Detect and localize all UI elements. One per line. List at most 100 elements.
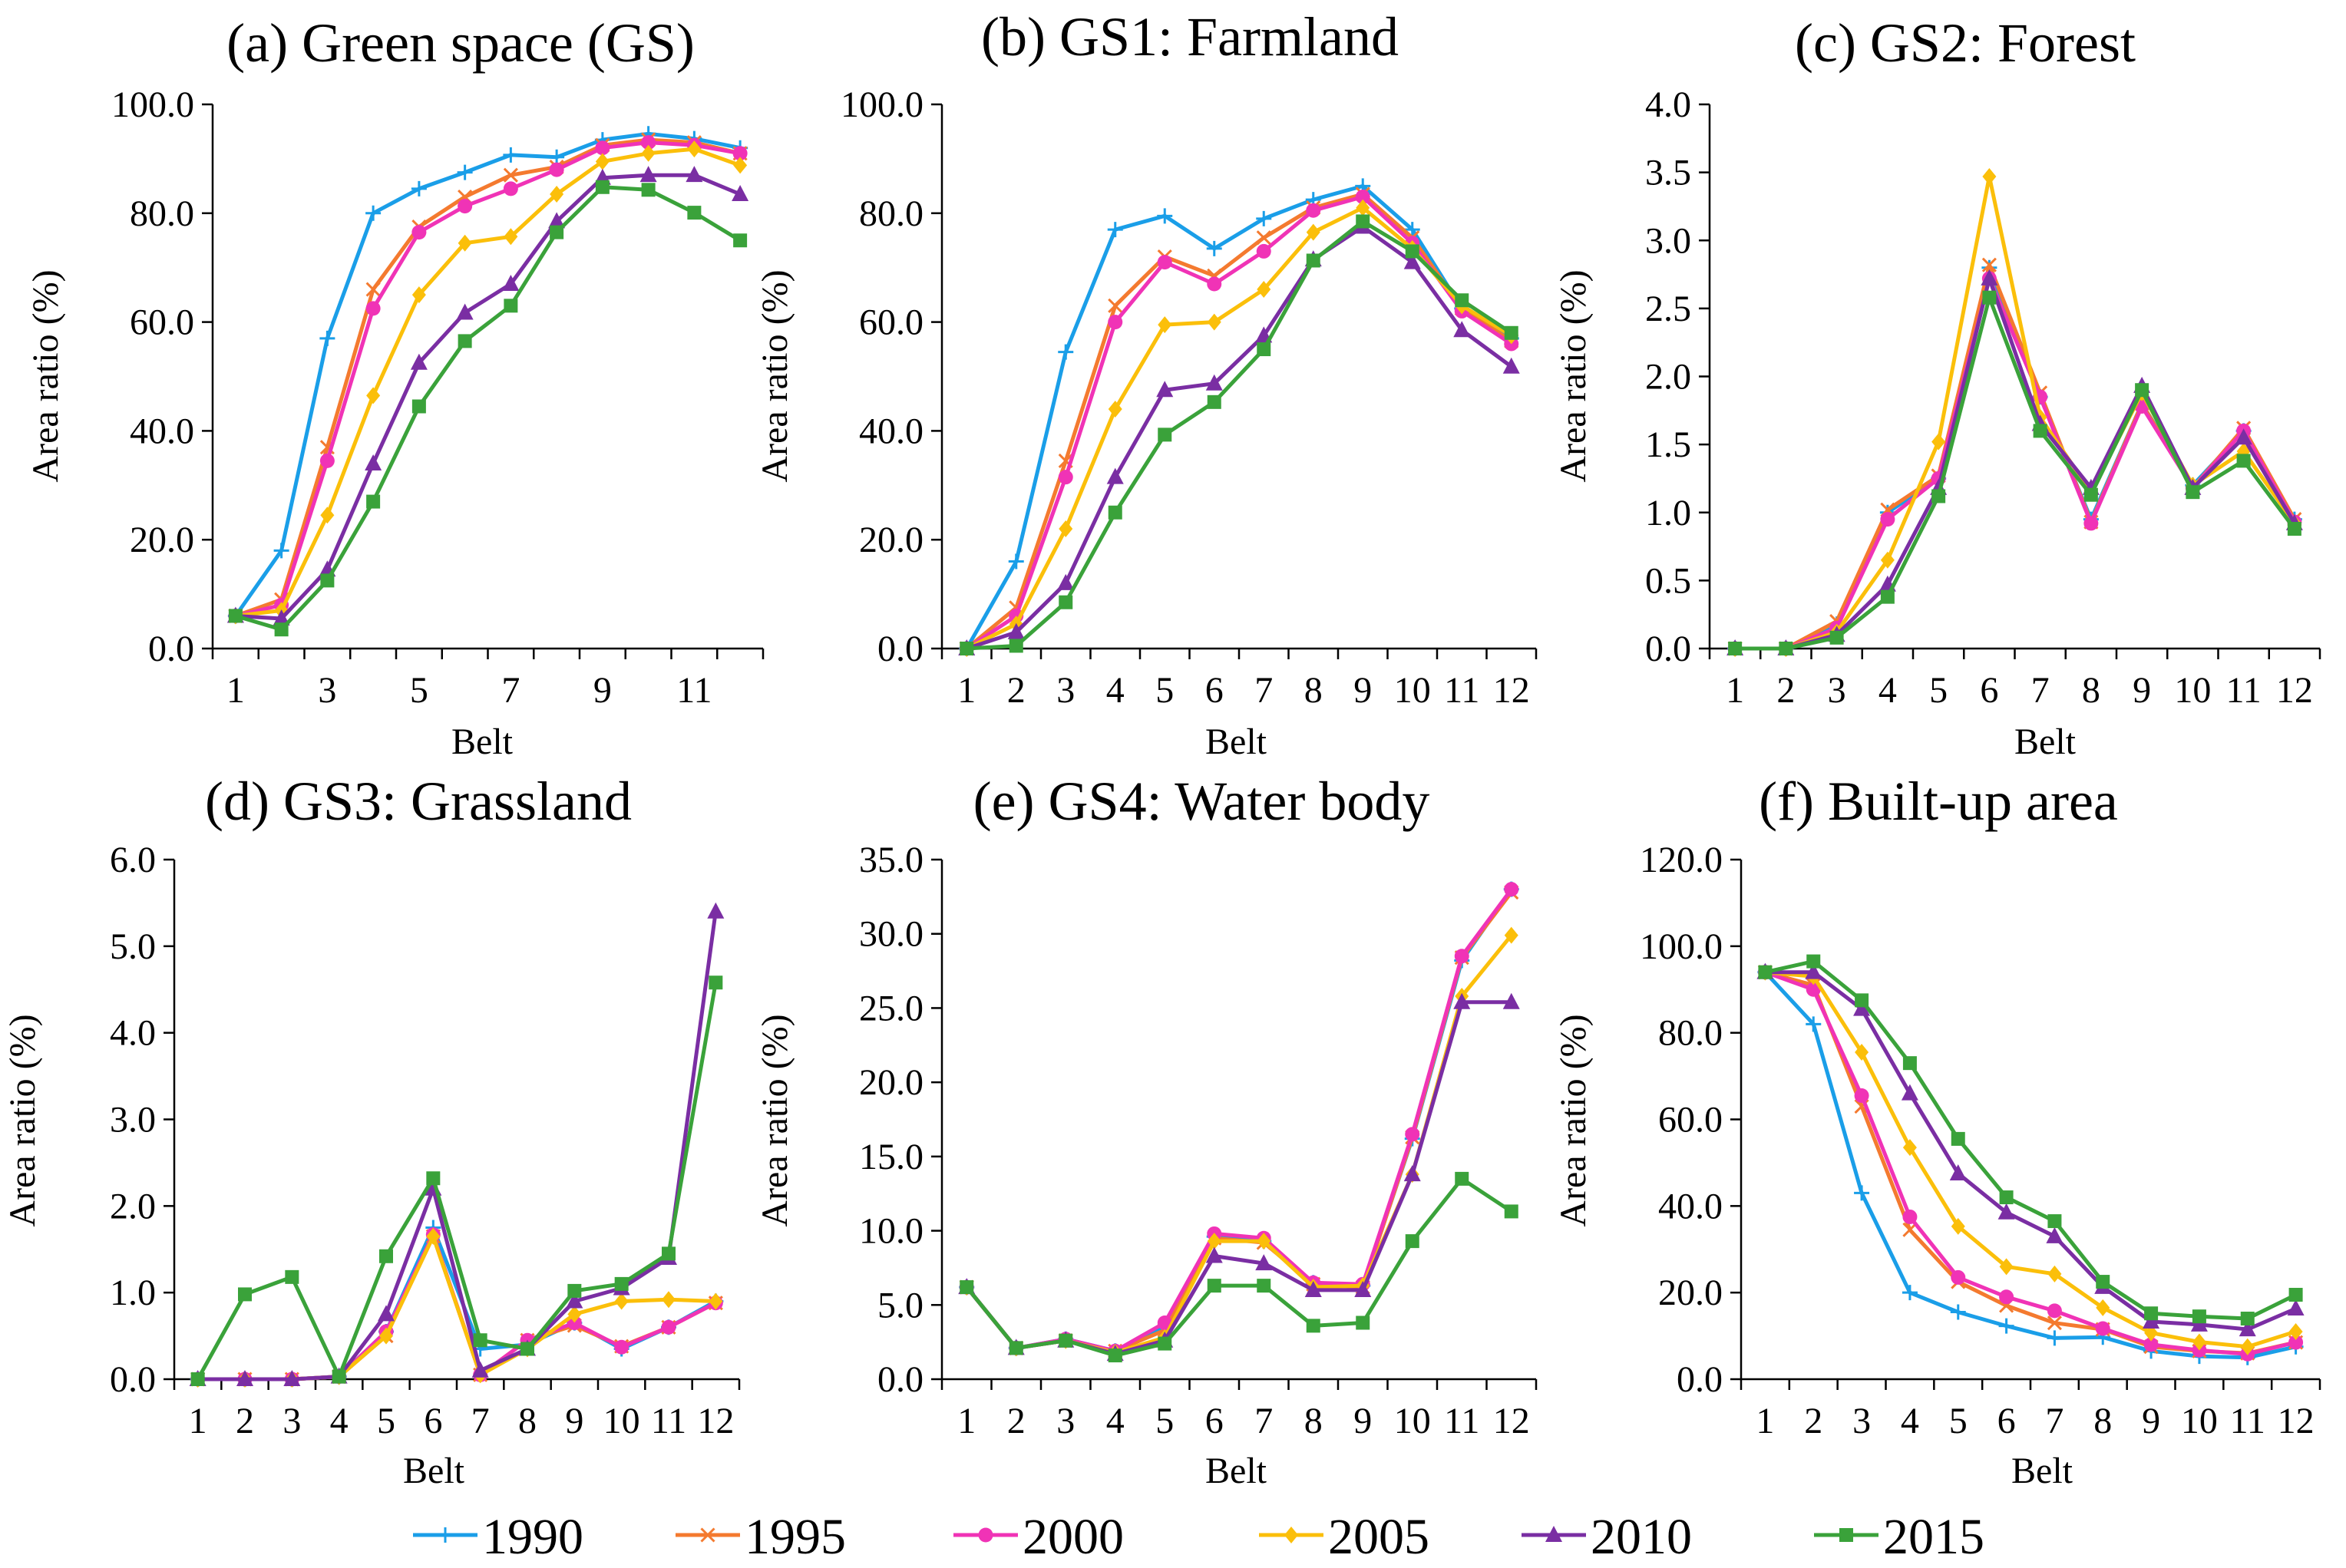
y-tick-label: 40.0: [859, 411, 924, 451]
data-point-2015: [504, 299, 518, 313]
data-point-2010: [236, 1370, 253, 1386]
data-point-2015: [2288, 1287, 2303, 1302]
series-2015: [960, 1171, 1518, 1363]
data-point-2010: [471, 1361, 489, 1378]
data-point-2015: [1455, 293, 1469, 308]
data-point-2015: [2096, 1275, 2110, 1289]
data-point-2015: [2135, 383, 2149, 398]
series-line-2015: [1735, 295, 2296, 651]
x-tick-label: 7: [2045, 1401, 2063, 1441]
x-tick-label: 2: [1776, 670, 1795, 711]
series-line-2010: [197, 911, 718, 1381]
x-tick-label: 9: [593, 670, 612, 711]
data-point-2015: [1059, 595, 1073, 609]
x-tick-label: 1: [1726, 670, 1744, 711]
y-tick-label: 1.0: [1645, 493, 1691, 533]
x-tick-label: 9: [2142, 1401, 2160, 1441]
x-tick-label: 11: [676, 670, 712, 711]
data-point-2015: [960, 1280, 974, 1295]
data-point-2005: [1108, 401, 1122, 418]
data-point-2005: [641, 144, 656, 162]
data-point-2000: [1999, 1289, 2014, 1305]
data-point-1990: [273, 543, 289, 559]
data-point-2015: [1257, 342, 1271, 357]
y-tick-label: 100.0: [1640, 926, 1723, 967]
x-tick-label: 12: [2276, 670, 2313, 711]
x-tick-label: 6: [1205, 670, 1224, 711]
x-tick-label: 5: [377, 1401, 395, 1441]
x-tick-label: 8: [1304, 670, 1323, 711]
data-point-2000: [1405, 1127, 1420, 1142]
y-tick-label: 2.0: [1645, 357, 1691, 398]
x-tick-label: 1: [226, 670, 245, 711]
data-point-2000: [1806, 982, 1821, 997]
x-axis-label: Belt: [2011, 1451, 2073, 1491]
x-axis-label: Belt: [1205, 1451, 1267, 1491]
y-tick-label: 5.0: [877, 1285, 924, 1325]
data-point-2010: [2143, 1312, 2160, 1329]
data-point-1990: [1206, 240, 1222, 256]
legend-label: 1990: [482, 1509, 583, 1565]
data-point-2000: [1108, 315, 1123, 330]
data-point-2010: [1304, 1280, 1322, 1297]
series-line-2010: [966, 225, 1513, 651]
y-tick-label: 2.0: [110, 1186, 156, 1226]
series-line-2015: [965, 1177, 1513, 1358]
series-2005: [1728, 167, 2301, 657]
series-line-1990: [1763, 970, 2297, 1360]
series-2010: [958, 217, 1520, 655]
data-point-2010: [1981, 269, 1998, 286]
y-tick-label: 30.0: [859, 914, 924, 955]
legend-label: 2015: [1883, 1509, 1984, 1565]
chart-panel-4: (d) GS3: Grassland 0.0 1.0 2.0 3.0 4.0 5.0 6.0 1…: [2, 771, 741, 1491]
data-point-2000: [2095, 1321, 2110, 1336]
y-tick-label: 10.0: [859, 1211, 924, 1252]
data-point-2015: [687, 206, 702, 220]
y-tick-label: 3.0: [1645, 220, 1691, 261]
data-point-2015: [1009, 639, 1023, 653]
y-tick-label: 20.0: [130, 520, 194, 560]
legend-item-1990: 1990: [413, 1509, 583, 1565]
data-point-2015: [1880, 589, 1895, 604]
data-point-2015: [733, 233, 748, 248]
data-point-2010: [456, 303, 474, 320]
data-point-2015: [1982, 290, 1997, 305]
x-tick-label: 5: [1155, 1401, 1174, 1441]
x-tick-label: 2: [236, 1401, 254, 1441]
series-2015: [960, 214, 1518, 655]
x-tick-label: 6: [1980, 670, 1998, 711]
x-tick-label: 7: [2031, 670, 2050, 711]
data-point-2015: [1108, 1348, 1122, 1363]
series-line-2000: [235, 140, 741, 618]
data-point-2015: [567, 1283, 582, 1298]
x-tick-label: 4: [1106, 1401, 1125, 1441]
data-point-2005: [567, 1306, 582, 1323]
data-point-2010: [1901, 1084, 1918, 1101]
data-point-2000: [2143, 1337, 2159, 1352]
series-line-1995: [1764, 970, 2297, 1355]
data-point-2015: [2192, 1309, 2206, 1324]
y-tick-label: 15.0: [859, 1137, 924, 1177]
data-point-2015: [1728, 642, 1743, 655]
data-point-2010: [732, 184, 749, 201]
data-point-1990: [457, 164, 473, 180]
x-tick-label: 2: [1804, 1401, 1822, 1441]
data-point-2015: [1829, 630, 1844, 645]
y-tick-label: 60.0: [1658, 1100, 1723, 1141]
data-point-2010: [1057, 573, 1075, 590]
series-line-2005: [965, 934, 1513, 1355]
x-tick-label: 3: [318, 670, 336, 711]
data-point-1990: [1008, 553, 1024, 569]
data-point-2005: [366, 387, 381, 404]
y-tick-label: 120.0: [1640, 840, 1723, 880]
data-point-2015: [1306, 1319, 1320, 1333]
data-point-2010: [1205, 1246, 1223, 1263]
data-point-2000: [2047, 1303, 2062, 1319]
panel-title: (c) GS2: Forest: [1795, 12, 2136, 74]
data-point-2005: [1951, 1217, 1965, 1235]
data-point-2015: [379, 1249, 393, 1263]
data-point-2010: [1853, 999, 1871, 1016]
series-line-1990: [233, 131, 741, 617]
x-tick-label: 9: [565, 1401, 583, 1441]
